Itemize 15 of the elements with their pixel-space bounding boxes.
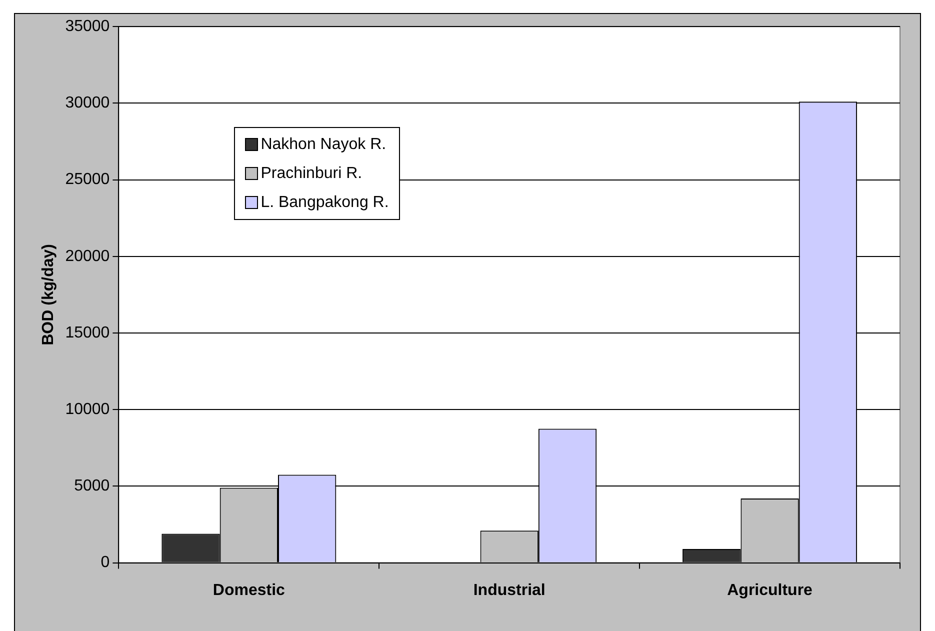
y-tick-label: 25000 [65, 171, 110, 188]
y-tick-label: 35000 [65, 18, 110, 36]
y-tick-label: 5000 [74, 478, 110, 495]
y-tick-label: 20000 [65, 248, 110, 265]
y-tick-label: 30000 [65, 94, 110, 112]
legend-label: L. Bangpakong R. [260, 192, 389, 213]
legend-label: Nakhon Nayok R. [260, 134, 386, 155]
y-tick-label: 10000 [65, 401, 110, 418]
y-axis-title: BOD (kg/day) [40, 244, 58, 346]
y-tick-label: 0 [100, 554, 110, 572]
y-tick-label: 15000 [65, 324, 110, 342]
x-tick-label: Agriculture [727, 582, 813, 599]
x-tick-label: Industrial [473, 582, 546, 599]
x-tick-label: Domestic [212, 582, 286, 599]
legend-label: Prachinburi R. [260, 164, 362, 184]
